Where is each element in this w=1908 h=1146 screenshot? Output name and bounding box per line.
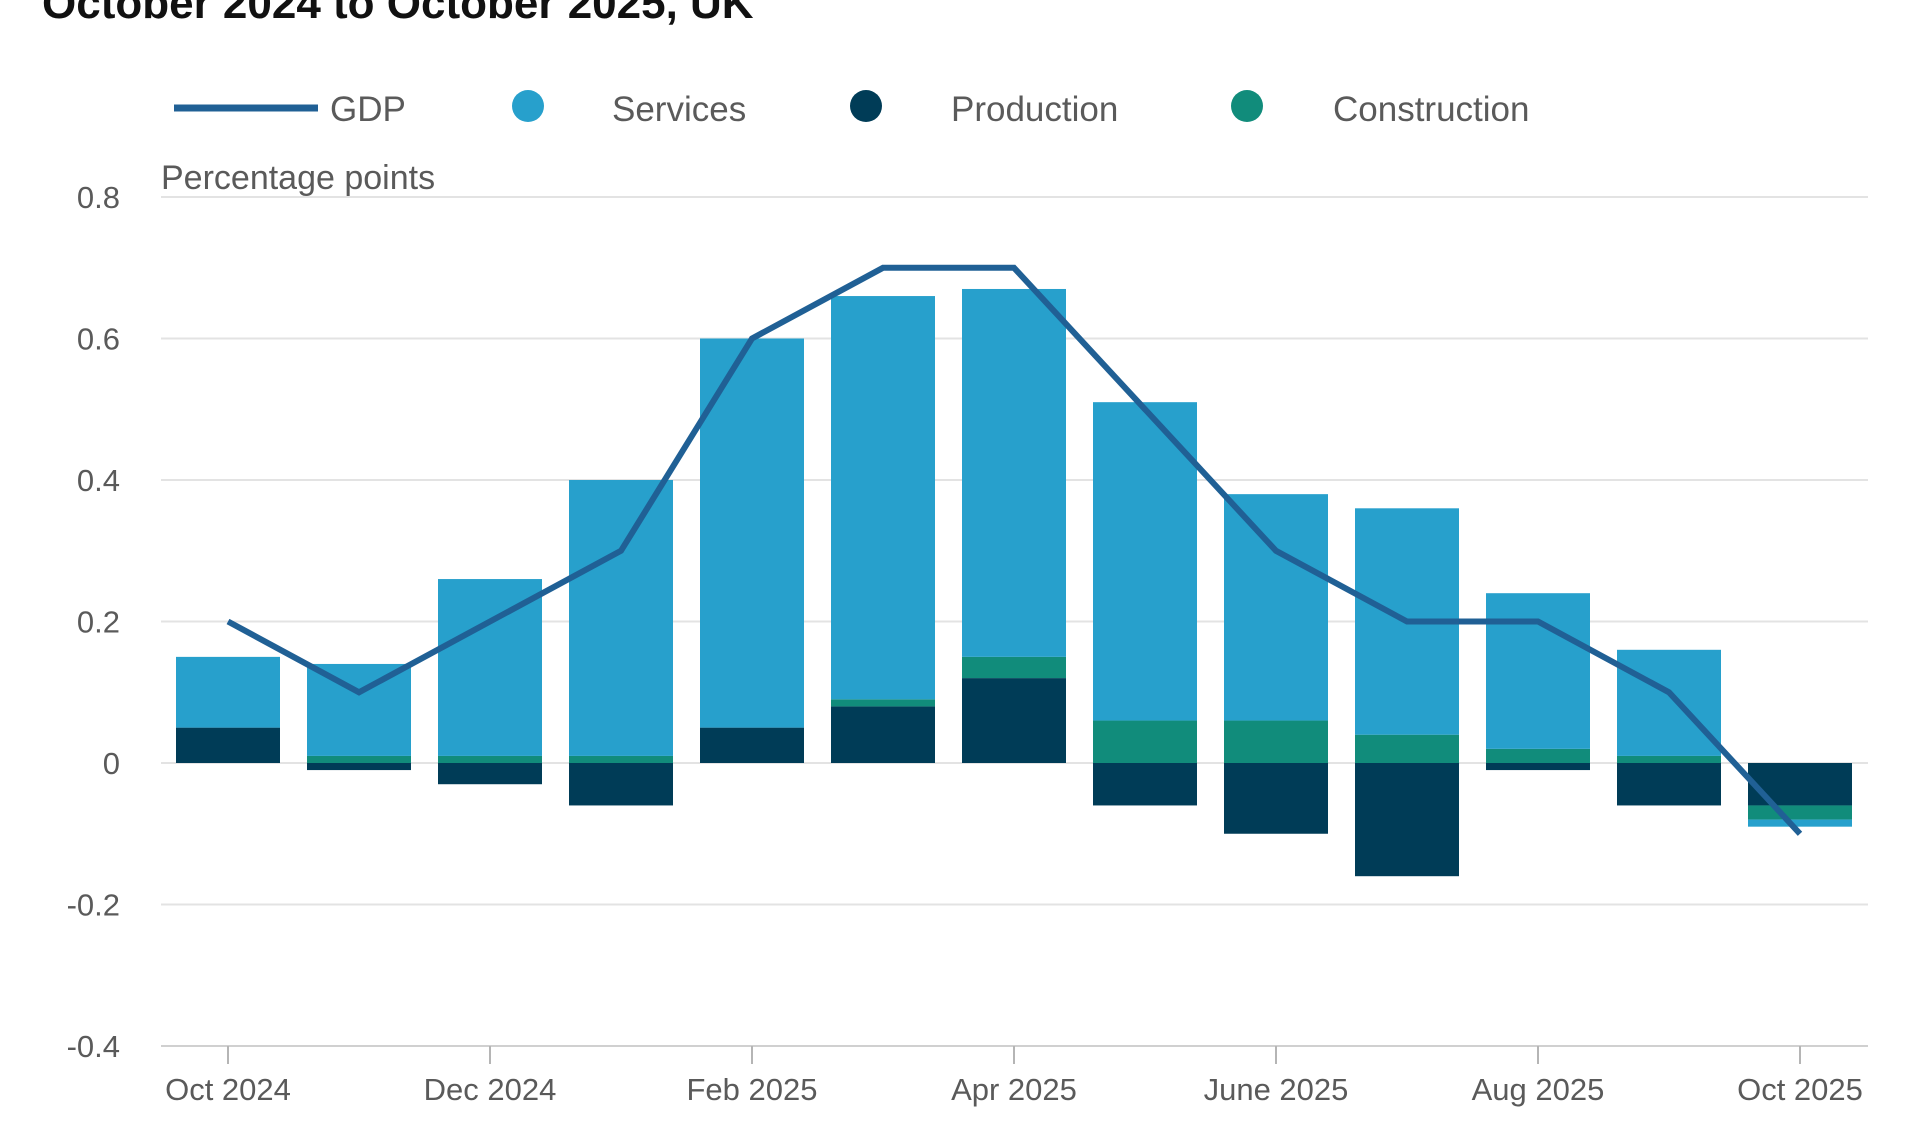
x-tick-label: Oct 2025 — [1737, 1072, 1863, 1107]
construction-bar — [1093, 720, 1197, 763]
y-tick-label: 0 — [103, 746, 120, 781]
construction-bar — [438, 755, 542, 763]
gdp-line — [226, 264, 1803, 836]
services-bar — [1617, 649, 1721, 756]
services-bar — [1224, 494, 1328, 721]
services-bar — [1748, 819, 1852, 827]
bars — [176, 288, 1852, 877]
y-tick-label: 0.2 — [77, 605, 120, 640]
services-bar — [1093, 402, 1197, 721]
production-bar — [569, 763, 673, 806]
services-bar — [962, 288, 1066, 657]
production-bar — [700, 727, 804, 763]
services-bar — [438, 579, 542, 756]
services-bar — [831, 296, 935, 700]
x-tick-label: Feb 2025 — [687, 1072, 818, 1107]
y-tick-label: 0.6 — [77, 322, 120, 357]
x-axis: Oct 2024 Dec 2024 Feb 2025 Apr 2025 June 202… — [161, 1045, 1868, 1107]
construction-bar — [831, 699, 935, 707]
legend-production-swatch — [850, 90, 882, 122]
y-tick-label: -0.4 — [67, 1029, 120, 1064]
x-tick-label: Oct 2024 — [165, 1072, 291, 1107]
legend-gdp-label: GDP — [330, 90, 406, 129]
legend: GDP Services Production Construction — [174, 90, 1529, 129]
production-bar — [176, 727, 280, 763]
y-axis-label: Percentage points — [161, 159, 435, 197]
services-bar — [700, 338, 804, 728]
construction-bar — [1355, 734, 1459, 763]
construction-bar — [1486, 748, 1590, 763]
chart-title: October 2024 to October 2025, UK — [42, 0, 754, 28]
legend-services-label: Services — [612, 90, 746, 129]
x-tick-label: Dec 2024 — [424, 1072, 557, 1107]
services-bar — [307, 663, 411, 756]
legend-construction-label: Construction — [1333, 90, 1529, 129]
legend-services-swatch — [512, 90, 544, 122]
production-bar — [307, 763, 411, 771]
y-axis: 0.8 0.6 0.4 0.2 0 -0.2 -0.4 — [67, 180, 120, 1064]
construction-bar — [569, 755, 673, 763]
construction-bar — [307, 755, 411, 763]
construction-bar — [962, 656, 1066, 679]
legend-construction-swatch — [1231, 90, 1263, 122]
legend-production-label: Production — [951, 90, 1118, 129]
production-bar — [1748, 763, 1852, 806]
production-bar — [1486, 763, 1590, 771]
production-bar — [962, 678, 1066, 763]
y-tick-label: 0.8 — [77, 180, 120, 215]
services-bar — [1486, 593, 1590, 749]
gdp-line-layer — [226, 264, 1803, 836]
production-bar — [1093, 763, 1197, 806]
services-bar — [176, 656, 280, 728]
production-bar — [831, 706, 935, 763]
production-bar — [438, 763, 542, 785]
x-tick-label: Apr 2025 — [951, 1072, 1077, 1107]
y-tick-label: 0.4 — [77, 463, 120, 498]
services-bar — [569, 480, 673, 756]
x-tick-label: Aug 2025 — [1472, 1072, 1605, 1107]
production-bar — [1355, 763, 1459, 877]
construction-bar — [1224, 720, 1328, 763]
x-tick-label: June 2025 — [1204, 1072, 1349, 1107]
y-tick-label: -0.2 — [67, 888, 120, 923]
construction-bar — [1748, 805, 1852, 820]
construction-bar — [1617, 755, 1721, 763]
production-bar — [1617, 763, 1721, 806]
production-bar — [1224, 763, 1328, 834]
